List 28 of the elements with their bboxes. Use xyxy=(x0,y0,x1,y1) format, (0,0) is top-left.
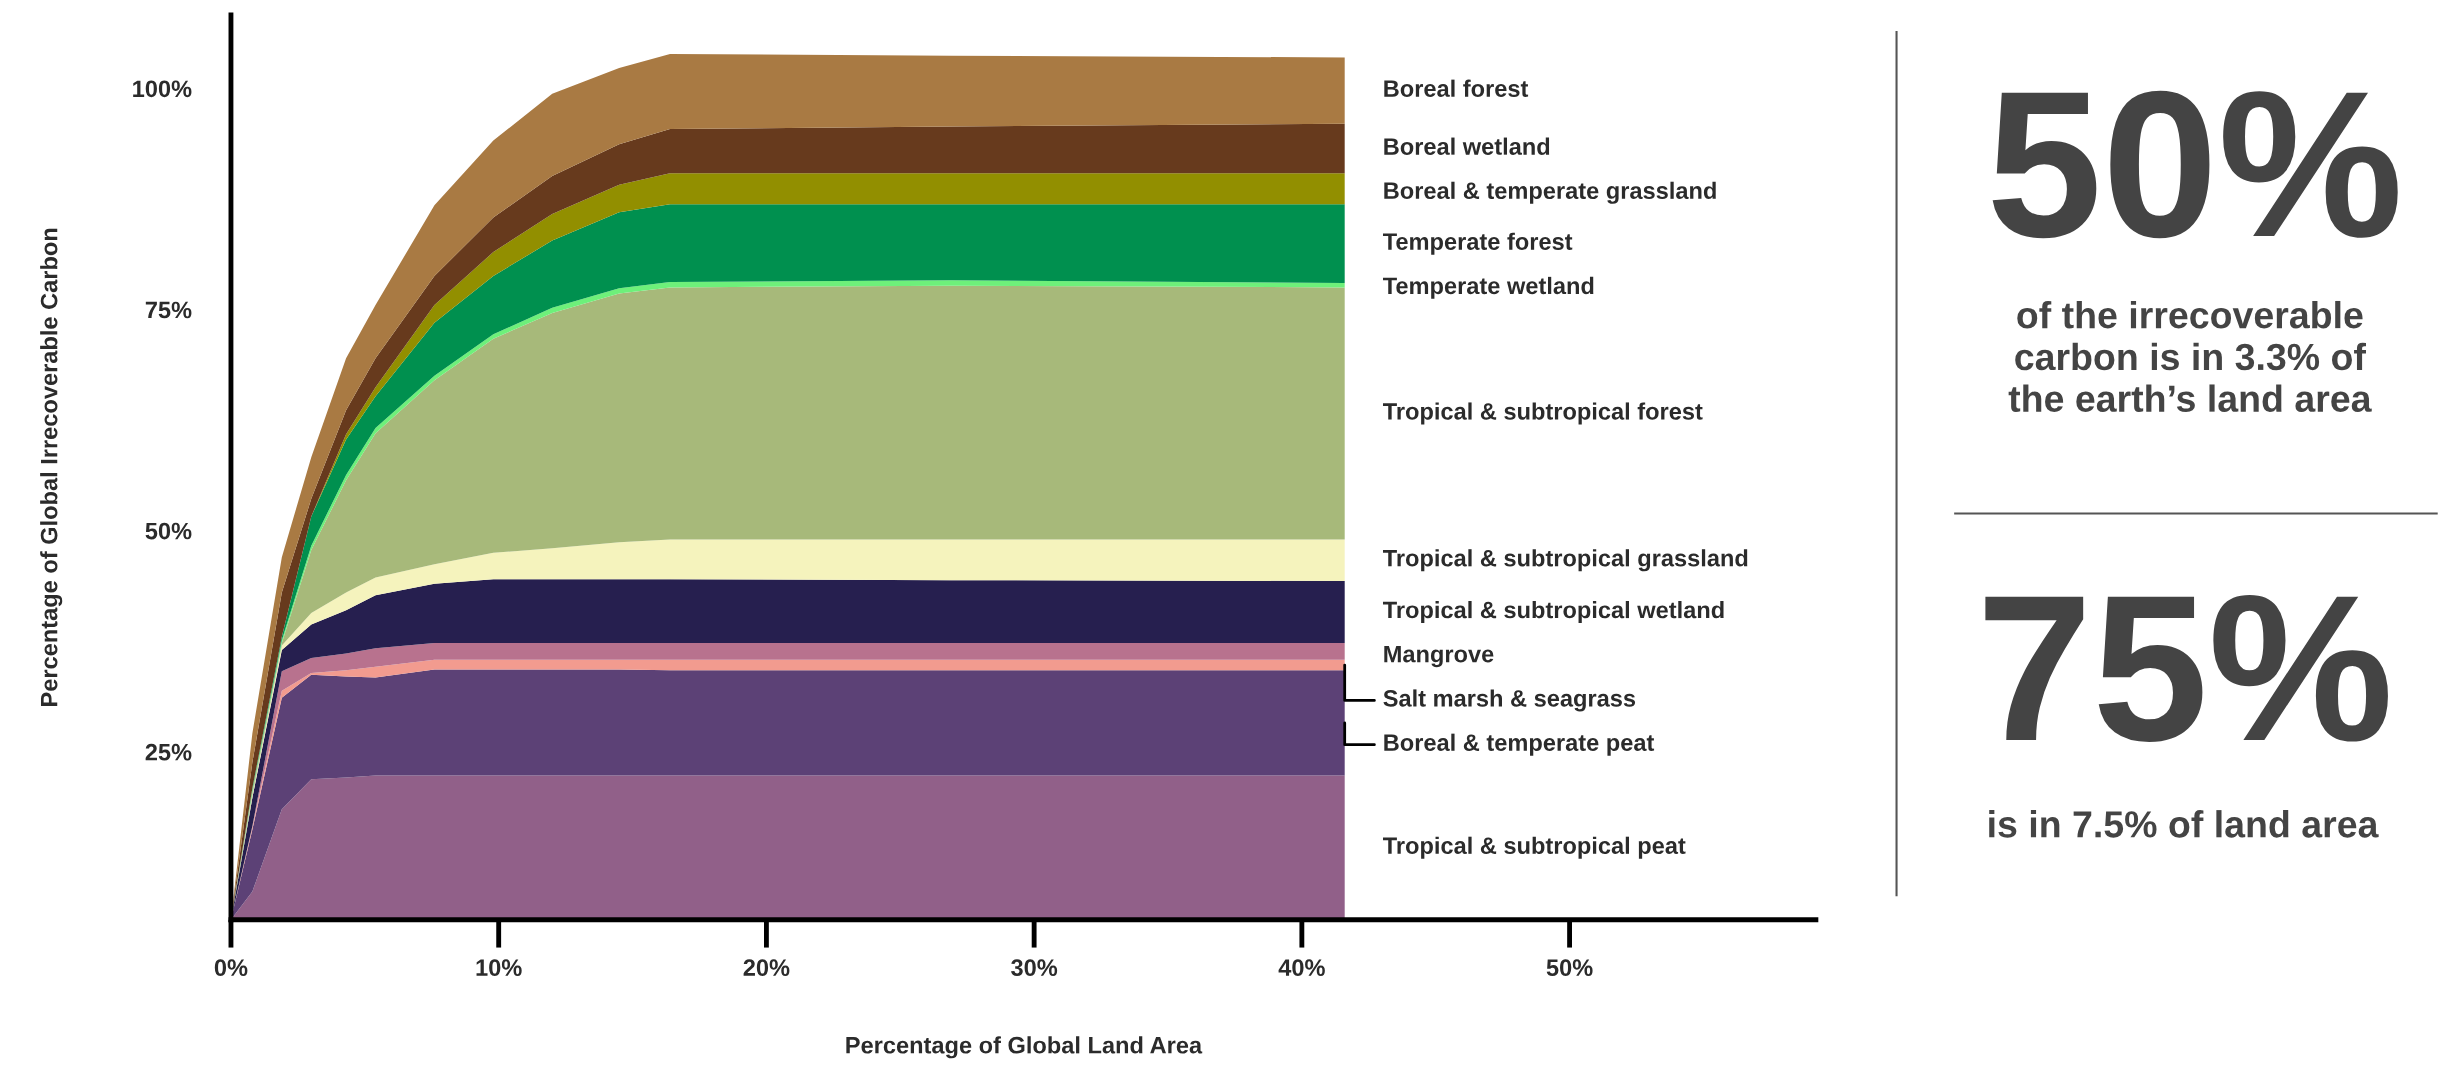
series-label: Tropical & subtropical peat xyxy=(1383,836,1686,859)
y-axis-title: Percentage of Global Irrecoverable Carbon xyxy=(40,228,63,706)
x-tick-label: 40% xyxy=(1278,959,1325,977)
y-tick-label: 100% xyxy=(133,80,192,98)
x-tick-label: 10% xyxy=(476,959,522,977)
series-label: Boreal & temperate grassland xyxy=(1384,181,1716,204)
series-label: Mangrove xyxy=(1384,645,1494,668)
text: is in 7.5% of land area xyxy=(1989,810,2379,838)
y-tick-label: 25% xyxy=(145,743,192,761)
text: of the irrecoverable carbon is in 3.3% of the earth’s land area xyxy=(2008,300,2372,413)
series-label: Salt marsh & seagrass xyxy=(1383,689,1636,712)
x-tick-label: 50% xyxy=(1546,959,1593,977)
y-tick-label: 50% xyxy=(145,522,192,540)
series-label: Tropical & subtropical forest xyxy=(1383,402,1703,425)
y-tick-label: 75% xyxy=(145,301,192,319)
series-label: Tropical & subtropical grassland xyxy=(1383,549,1748,572)
text: 75% xyxy=(1985,595,2388,742)
text: 50% xyxy=(1992,90,2398,239)
series-label: Temperate forest xyxy=(1383,232,1573,255)
series-label: Boreal & temperate peat xyxy=(1384,733,1655,756)
series-label: Temperate wetland xyxy=(1383,276,1594,299)
series-label: Tropical & subtropical wetland xyxy=(1383,600,1724,623)
x-tick-label: 30% xyxy=(1011,959,1058,977)
series-label: Boreal wetland xyxy=(1384,137,1550,155)
series-label: Boreal forest xyxy=(1384,79,1529,97)
x-tick-label: 0% xyxy=(214,959,248,977)
x-tick-label: 20% xyxy=(743,959,790,977)
x-axis-title: Percentage of Global Land Area xyxy=(846,1036,1203,1059)
